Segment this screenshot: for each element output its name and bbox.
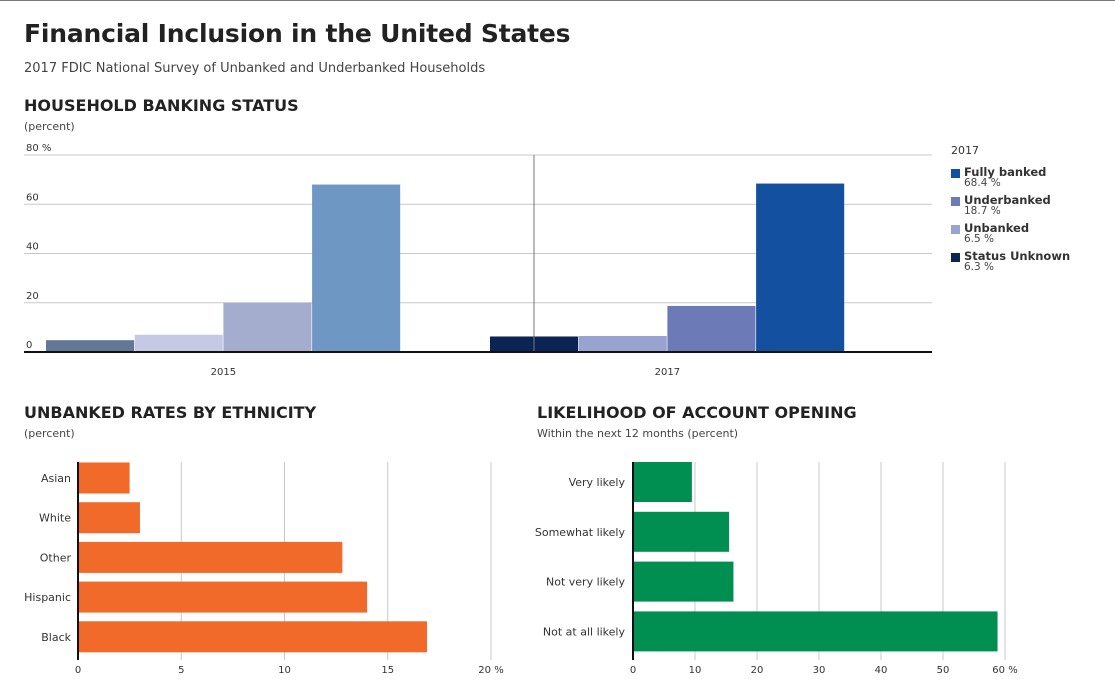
bar [79,621,427,653]
category-label: Not at all likely [543,625,626,638]
x-tick-label: 0 [75,665,81,676]
bar [634,462,692,502]
category-label: White [39,512,71,525]
page-subtitle: 2017 FDIC National Survey of Unbanked an… [24,61,486,76]
legend-swatch [951,169,960,178]
category-label: Not very likely [546,576,625,589]
legend-swatch [951,197,960,206]
bar [79,462,130,494]
bar [634,611,998,652]
banking-section-title: HOUSEHOLD BANKING STATUS [24,96,299,115]
bar [634,511,730,552]
x-tick-label: 20 [751,665,764,676]
legend-value: 6.3 % [964,261,995,273]
x-tick-label: 2017 [655,367,680,378]
category-label: Other [40,551,72,564]
bar [667,305,756,352]
category-label: Asian [41,472,71,485]
x-tick-label: 10 [278,665,291,676]
legend-value: 68.4 % [964,177,1001,189]
x-tick-label: 50 [937,665,950,676]
banking-section-unit: (percent) [24,120,75,133]
legend-swatch [951,225,960,234]
legend-swatch [951,253,960,262]
x-tick-label: 20 % [478,665,503,676]
bar [79,502,140,534]
banking-legend: 2017 Fully banked 68.4 % Underbanked 18.… [951,144,1101,279]
bar [134,334,223,352]
x-tick-label: 5 [178,665,184,676]
y-tick-label: 20 [26,291,39,302]
x-tick-label: 15 [381,665,394,676]
x-tick-label: 0 [630,665,636,676]
likelihood-section-unit: Within the next 12 months (percent) [537,427,739,440]
bar [79,581,368,613]
likelihood-section-title: LIKELIHOOD OF ACCOUNT OPENING [537,403,857,422]
category-label: Hispanic [24,591,71,604]
bar [312,184,401,352]
bar [578,335,667,352]
category-label: Black [41,631,71,644]
legend-label: Unbanked [964,221,1030,235]
legend-label: Underbanked [964,193,1051,207]
legend-label: Status Unknown [964,249,1071,263]
top-rule [0,0,1115,1]
y-tick-label: 80 % [26,143,51,154]
bar [46,340,135,352]
x-tick-label: 10 [689,665,702,676]
x-tick-label: 60 % [992,665,1017,676]
legend-item-status-unknown: Status Unknown 6.3 % [951,249,1101,273]
legend-item-underbanked: Underbanked 18.7 % [951,193,1101,217]
legend-item-unbanked: Unbanked 6.5 % [951,221,1101,245]
ethnicity-section-unit: (percent) [24,427,75,440]
bar [756,183,845,352]
x-tick-label: 30 [813,665,826,676]
ethnicity-section-title: UNBANKED RATES BY ETHNICITY [24,403,317,422]
category-label: Somewhat likely [535,526,626,539]
x-tick-label: 2015 [211,367,236,378]
legend-label: Fully banked [964,165,1047,179]
y-tick-label: 0 [26,340,32,351]
legend-year: 2017 [951,144,979,157]
y-tick-label: 60 [26,192,39,203]
y-tick-label: 40 [26,242,39,253]
bar [223,302,312,352]
legend-value: 6.5 % [964,233,995,245]
legend-value: 18.7 % [964,205,1001,217]
category-label: Very likely [569,476,626,489]
bar [634,561,734,602]
bar [79,541,343,573]
page-title: Financial Inclusion in the United States [24,19,571,48]
x-tick-label: 40 [875,665,888,676]
legend-item-fully-banked: Fully banked 68.4 % [951,165,1101,189]
